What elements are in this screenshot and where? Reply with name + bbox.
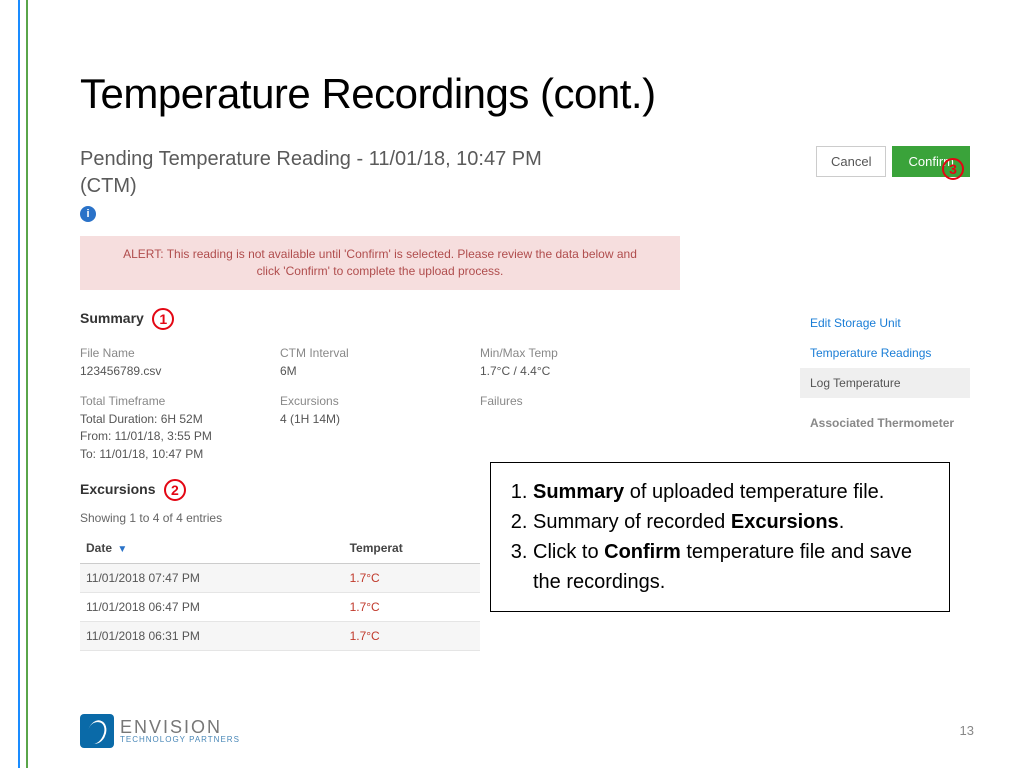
callout-3: 3 xyxy=(942,158,964,180)
table-row: 11/01/2018 06:31 PM1.7°C xyxy=(80,622,480,651)
alert-banner: ALERT: This reading is not available unt… xyxy=(80,236,680,290)
meta-ctm: CTM Interval 6M xyxy=(280,346,480,380)
meta-minmax: Min/Max Temp 1.7°C / 4.4°C xyxy=(480,346,680,380)
meta-failures: Failures xyxy=(480,394,680,463)
sidebar-temp-readings[interactable]: Temperature Readings xyxy=(800,338,970,368)
logo-line2: TECHNOLOGY PARTNERS xyxy=(120,736,240,744)
excursions-heading: Excursions xyxy=(80,481,155,497)
footer-logo: ENVISION TECHNOLOGY PARTNERS xyxy=(80,714,240,748)
meta-filename: File Name 123456789.csv xyxy=(80,346,280,380)
annotation-box: Summary of uploaded temperature file. Su… xyxy=(490,462,950,612)
page-heading: Pending Temperature Reading - 11/01/18, … xyxy=(80,146,580,200)
page-number: 13 xyxy=(960,723,974,738)
meta-timeframe: Total Timeframe Total Duration: 6H 52M F… xyxy=(80,394,280,463)
sort-icon: ▼ xyxy=(117,544,127,555)
cancel-button[interactable]: Cancel xyxy=(816,146,886,177)
envision-logo-icon xyxy=(80,714,114,748)
callout-1: 1 xyxy=(152,308,174,330)
table-row: 11/01/2018 06:47 PM1.7°C xyxy=(80,593,480,622)
annot-item-2: Summary of recorded Excursions. xyxy=(533,507,931,537)
logo-line1: ENVISION xyxy=(120,718,240,736)
summary-heading: Summary xyxy=(80,310,144,326)
excursions-table: Date ▼ Temperat 11/01/2018 07:47 PM1.7°C… xyxy=(80,533,480,651)
summary-grid: File Name 123456789.csv CTM Interval 6M … xyxy=(80,346,780,464)
sidebar-edit-unit[interactable]: Edit Storage Unit xyxy=(800,308,970,338)
sidebar-log-temp[interactable]: Log Temperature xyxy=(800,368,970,398)
annot-item-1: Summary of uploaded temperature file. xyxy=(533,477,931,507)
sidebar-assoc-heading: Associated Thermometer xyxy=(800,410,970,430)
slide-title: Temperature Recordings (cont.) xyxy=(80,70,984,118)
slide-accent-bars xyxy=(18,0,24,768)
callout-2: 2 xyxy=(164,479,186,501)
table-row: 11/01/2018 07:47 PM1.7°C xyxy=(80,564,480,593)
col-temp[interactable]: Temperat xyxy=(344,533,480,564)
info-icon[interactable]: i xyxy=(80,206,96,222)
meta-excursions: Excursions 4 (1H 14M) xyxy=(280,394,480,463)
annot-item-3: Click to Confirm temperature file and sa… xyxy=(533,537,931,597)
col-date[interactable]: Date ▼ xyxy=(80,533,344,564)
